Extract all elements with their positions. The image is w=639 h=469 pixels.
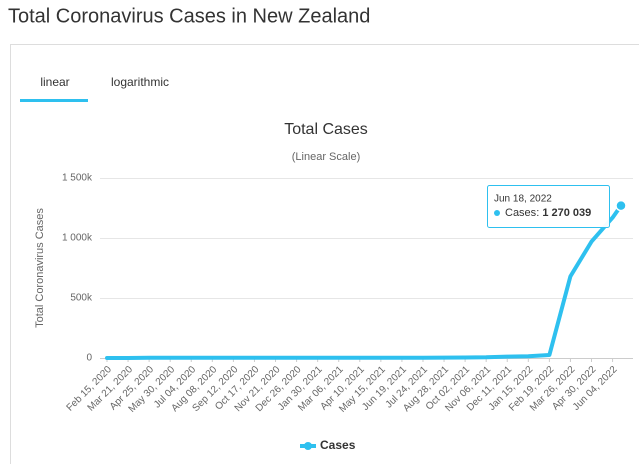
legend-marker	[304, 442, 312, 450]
chart-title: Total Cases	[284, 121, 368, 138]
tooltip-text: Cases: 1 270 039	[505, 207, 591, 219]
tab-underline	[20, 99, 88, 102]
tab[interactable]: logarithmic	[111, 75, 169, 89]
tooltip-dot	[494, 210, 500, 216]
tooltip-value: 1 270 039	[542, 207, 591, 219]
y-tick-label: 1 500k	[62, 173, 93, 184]
legend-label[interactable]: Cases	[320, 438, 356, 452]
y-axis-title: Total Coronavirus Cases	[34, 208, 46, 328]
y-tick-label: 0	[86, 353, 92, 364]
y-tick-label: 500k	[70, 293, 93, 304]
tooltip: Jun 18, 2022 Cases: 1 270 039	[488, 186, 610, 228]
hover-point	[616, 201, 626, 211]
chart-subtitle: (Linear Scale)	[292, 151, 360, 163]
tab[interactable]: linear	[40, 75, 69, 89]
page-title: Total Coronavirus Cases in New Zealand	[8, 5, 370, 27]
tooltip-series: Cases	[505, 207, 537, 219]
y-tick-label: 1 000k	[62, 233, 93, 244]
tooltip-date: Jun 18, 2022	[494, 194, 552, 205]
